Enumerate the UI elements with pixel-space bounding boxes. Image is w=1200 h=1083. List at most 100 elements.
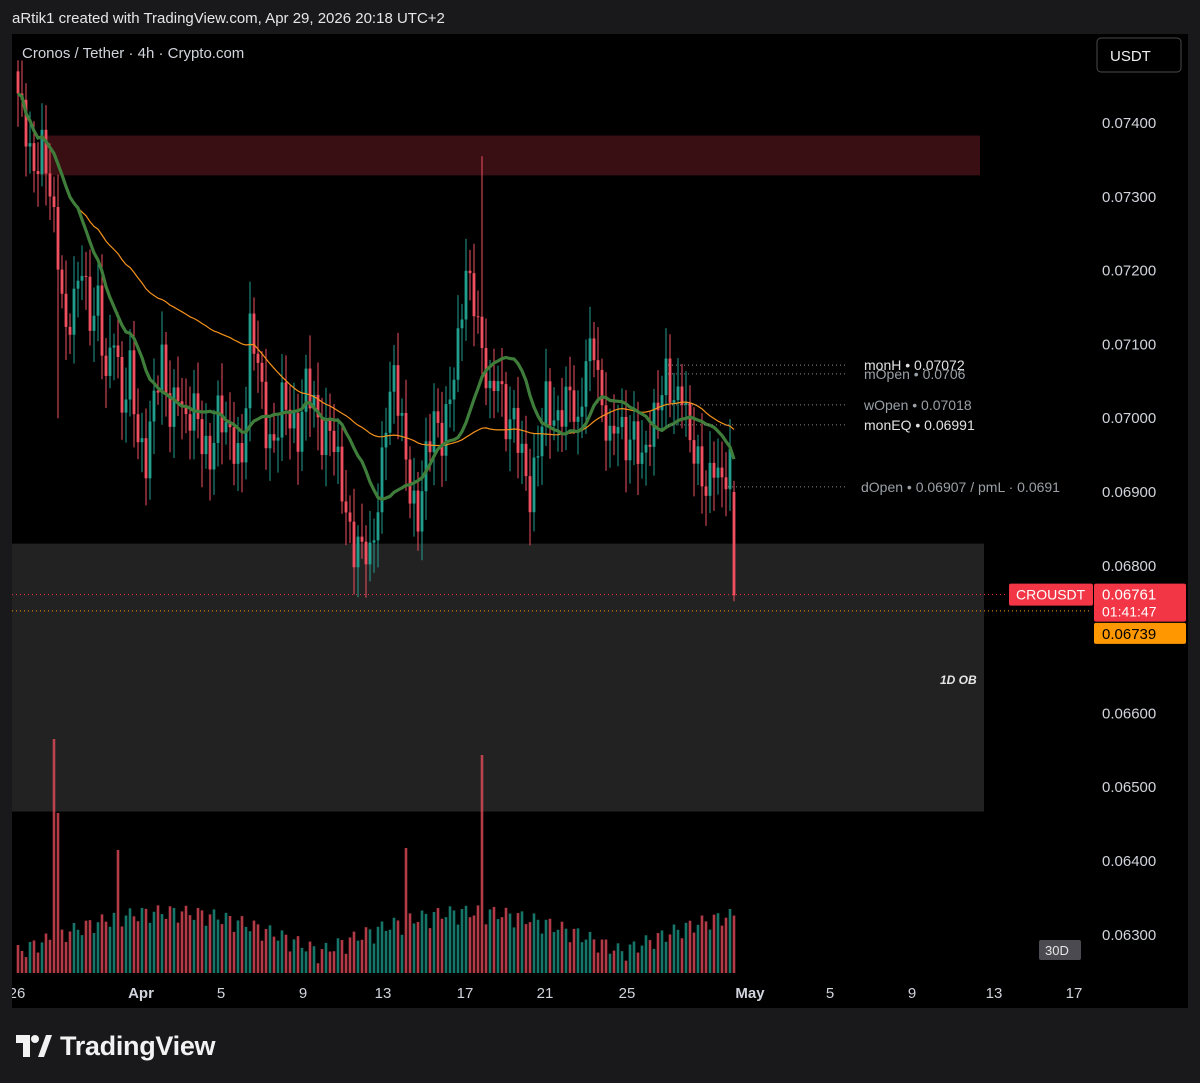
volume-bar	[724, 917, 728, 973]
volume-bar	[604, 939, 608, 973]
volume-bar	[452, 910, 456, 973]
volume-bar	[308, 941, 312, 973]
volume-bar	[220, 924, 224, 973]
candle-body	[200, 419, 204, 455]
volume-bar	[648, 940, 652, 973]
interval-badge[interactable]: 30D	[1039, 940, 1081, 960]
candle-body	[316, 394, 320, 418]
volume-bar	[500, 917, 504, 973]
volume-bar	[140, 907, 144, 973]
candle-body	[460, 319, 464, 329]
candle-body	[104, 355, 108, 376]
tradingview-logo-icon	[16, 1035, 52, 1057]
volume-bar	[528, 922, 532, 973]
time-axis-tick: Apr	[128, 985, 154, 1002]
volume-bar	[564, 928, 568, 973]
candle-body	[524, 443, 528, 477]
last-price-value: 0.06761	[1102, 587, 1156, 604]
volume-bar	[276, 940, 280, 973]
currency-button-frame	[1096, 37, 1182, 73]
candle-body	[308, 368, 312, 409]
candle-body	[252, 313, 256, 354]
candle-body	[328, 418, 332, 431]
candle-body	[244, 408, 248, 463]
volume-bar	[84, 920, 88, 973]
candle-body	[612, 425, 616, 434]
candle-body	[64, 293, 68, 327]
volume-bar	[404, 848, 408, 973]
volume-bar	[412, 923, 416, 973]
candle-body	[116, 345, 120, 358]
volume-bar	[592, 939, 596, 973]
volume-bar	[672, 924, 676, 973]
candle-body	[212, 442, 216, 470]
candle-body	[84, 275, 88, 277]
candle-body	[44, 129, 48, 174]
candle-body	[732, 492, 736, 596]
candle-body	[724, 477, 728, 490]
candle-body	[248, 313, 252, 409]
interval-badge-label: 30D	[1045, 943, 1069, 958]
volume-bar	[688, 920, 692, 973]
volume-bar	[92, 933, 96, 973]
chart-panel[interactable]: monH • 0.07072 mOpen • 0.0706 wOpen • 0.07…	[12, 34, 1188, 1008]
volume-bar	[616, 943, 620, 973]
time-axis-tick: 13	[375, 985, 392, 1002]
volume-bar	[692, 932, 696, 973]
candle-body	[296, 413, 300, 452]
volume-bar	[388, 929, 392, 973]
candle-body	[180, 401, 184, 407]
volume-bar	[128, 908, 132, 973]
candle-body	[432, 411, 436, 453]
candle-body	[76, 280, 80, 289]
candle-body	[484, 347, 488, 389]
candle-body	[168, 393, 172, 427]
volume-bar	[244, 926, 248, 973]
candle-body	[160, 344, 164, 393]
candle-body	[440, 422, 444, 456]
volume-bar	[700, 915, 704, 973]
candle-body	[136, 414, 140, 443]
candle-body	[48, 173, 52, 197]
currency-button-label: USDT	[1110, 48, 1151, 65]
candle-body	[260, 362, 264, 382]
volume-bar	[88, 920, 92, 973]
volume-bar	[192, 919, 196, 973]
time-axis-tick: 17	[457, 985, 474, 1002]
candle-body	[340, 446, 344, 502]
candle-body	[52, 196, 56, 208]
candle-body	[152, 390, 156, 422]
volume-bar	[492, 906, 496, 973]
currency-button[interactable]: USDT	[1096, 37, 1182, 73]
candle-body	[628, 439, 632, 461]
volume-bar	[284, 934, 288, 973]
volume-bar	[296, 936, 300, 973]
volume-bar	[572, 928, 576, 973]
volume-bar	[212, 909, 216, 973]
volume-bar	[504, 907, 508, 973]
volume-bar	[168, 906, 172, 973]
candle-body	[128, 350, 132, 400]
volume-bar	[400, 934, 404, 973]
candle-body	[148, 421, 152, 479]
candle-body	[656, 402, 660, 411]
order-block-zone	[12, 543, 984, 812]
volume-bar	[240, 916, 244, 973]
volume-bar	[516, 913, 520, 973]
candle-body	[368, 542, 372, 565]
time-axis-tick: 26	[12, 985, 25, 1002]
volume-bar	[480, 755, 484, 973]
volume-bar	[148, 922, 152, 973]
candle-body	[92, 315, 96, 331]
volume-bar	[436, 907, 440, 973]
candle-body	[96, 285, 100, 316]
attribution-text: aRtik1 created with TradingView.com, Apr…	[12, 10, 445, 27]
volume-bar	[248, 931, 252, 973]
symbol-tag-label: CROUSDT	[1016, 587, 1086, 603]
volume-bar	[232, 931, 236, 973]
volume-bar	[324, 942, 328, 973]
candle-body	[436, 411, 440, 423]
candle-body	[332, 430, 336, 452]
candle-body	[416, 490, 420, 532]
